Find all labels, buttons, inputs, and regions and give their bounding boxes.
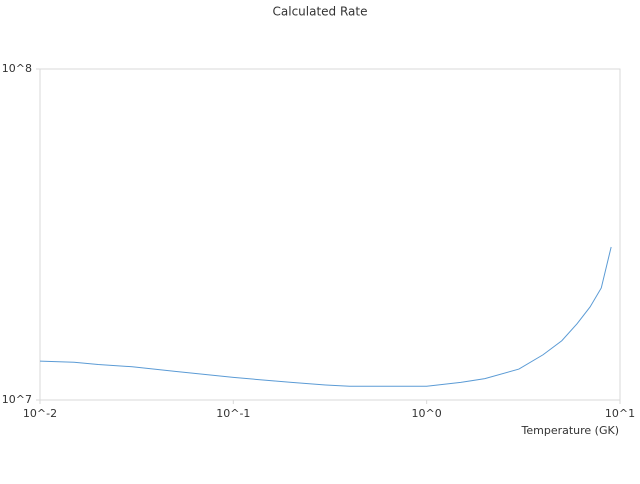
x-tick-label: 10^-1 — [216, 407, 250, 420]
x-tick-label: 10^-2 — [23, 407, 57, 420]
data-line — [39, 246, 612, 387]
y-tick-label: 10^8 — [2, 62, 32, 75]
x-tick-label: 10^1 — [605, 407, 635, 420]
x-tick-label: 10^0 — [412, 407, 442, 420]
plot-frame — [39, 68, 621, 401]
x-axis-label: Temperature (GK) — [521, 424, 620, 437]
chart-title: Calculated Rate — [273, 5, 368, 19]
y-tick-label: 10^7 — [2, 393, 32, 406]
